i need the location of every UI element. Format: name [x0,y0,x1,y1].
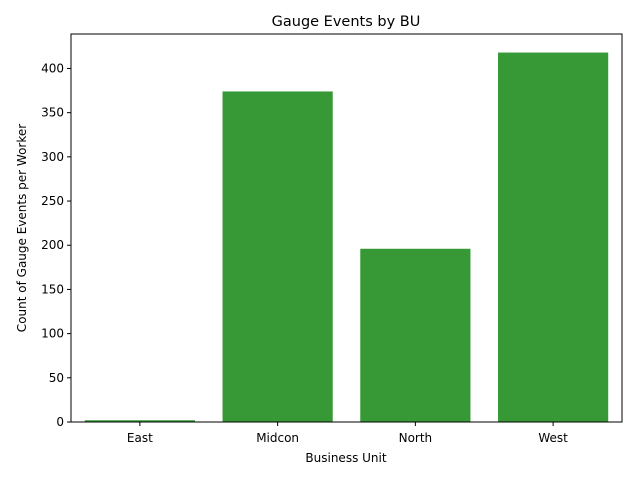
y-tick-label-50: 50 [49,371,64,385]
x-tick-label-west: West [538,431,568,445]
y-tick-label-250: 250 [41,194,64,208]
y-tick-label-400: 400 [41,61,64,75]
x-axis-label: Business Unit [305,451,386,465]
y-tick-label-100: 100 [41,327,64,341]
x-tick-label-north: North [399,431,433,445]
bar-east [84,420,195,422]
y-tick-label-200: 200 [41,238,64,252]
bars-layer [84,52,609,423]
bar-north [360,248,471,422]
y-tick-label-350: 350 [41,106,64,120]
bar-midcon [222,91,333,423]
chart-title: Gauge Events by BU [272,14,421,30]
x-tick-label-east: East [127,431,153,445]
y-axis: 0 50 100 150 200 250 300 350 400 [41,61,71,429]
y-tick-label-300: 300 [41,150,64,164]
bar-west [498,52,609,422]
y-tick-label-150: 150 [41,282,64,296]
x-axis: East Midcon North West [127,422,568,445]
x-tick-label-midcon: Midcon [256,431,299,445]
y-tick-label-0: 0 [56,415,64,429]
plot-frame [70,33,623,423]
y-axis-label: Count of Gauge Events per Worker [15,124,29,332]
